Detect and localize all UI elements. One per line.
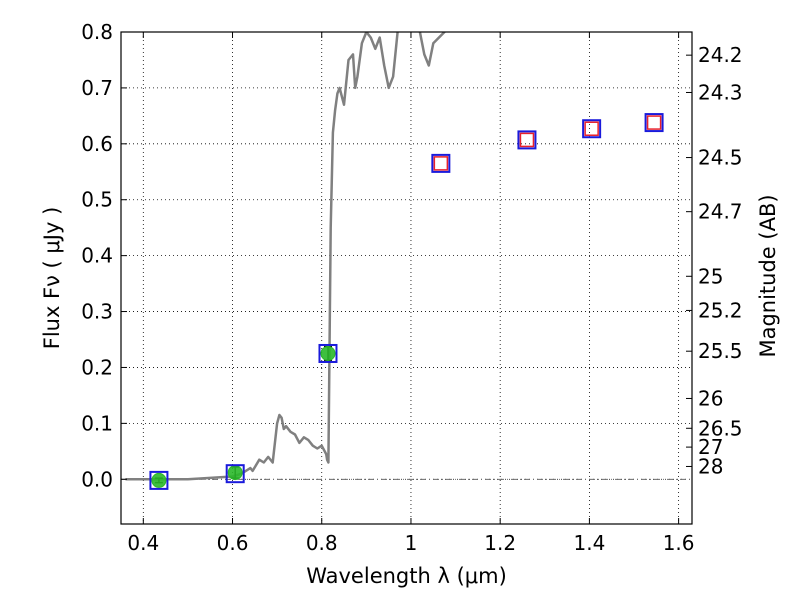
model-flux-inner-square bbox=[584, 121, 599, 136]
observed-flux-point bbox=[227, 465, 243, 481]
grid bbox=[121, 31, 692, 524]
sed-template-line bbox=[125, 32, 447, 481]
x-axis-title: Wavelength λ (μm) bbox=[306, 564, 507, 588]
magnitude-axis-title: Magnitude (AB) bbox=[756, 194, 780, 357]
model-flux-square bbox=[582, 119, 602, 139]
model-flux-inner-square bbox=[433, 156, 449, 171]
mag-tick-label: 24.3 bbox=[698, 80, 743, 104]
x-tick-label: 0.4 bbox=[127, 531, 159, 555]
mag-tick-label: 24.7 bbox=[698, 200, 743, 224]
mag-tick-label: 27 bbox=[698, 435, 723, 459]
mag-tick-label: 28 bbox=[698, 454, 723, 478]
x-tick-label: 0.6 bbox=[217, 531, 249, 555]
model-flux-square bbox=[644, 113, 664, 133]
y-tick-label: 0.6 bbox=[81, 132, 113, 156]
y-tick-label: 0.5 bbox=[81, 188, 113, 212]
x-tick-label: 0.8 bbox=[306, 531, 338, 555]
mag-tick-label: 24.5 bbox=[698, 146, 743, 170]
axes: 0.4 0.6 0.8 1 1.2 1.4 1.6 0.0 0.1 0.2 0.3 0.4 0.5 0.6… bbox=[40, 20, 780, 588]
x-tick-label: 1.2 bbox=[484, 531, 516, 555]
y-tick-label: 0.3 bbox=[81, 300, 113, 324]
mag-tick-label: 25.5 bbox=[698, 339, 743, 363]
mag-tick-label: 26.5 bbox=[698, 416, 743, 440]
observed-flux-point bbox=[151, 472, 167, 488]
model-flux-square bbox=[225, 464, 245, 484]
y-tick-label: 0.0 bbox=[81, 467, 113, 491]
y-tick-label: 0.2 bbox=[81, 355, 113, 379]
y-tick-label: 0.4 bbox=[81, 244, 113, 268]
y-tick-label: 0.1 bbox=[81, 411, 113, 435]
mag-tick-label: 26 bbox=[698, 386, 723, 410]
y-tick-label: 0.7 bbox=[81, 76, 113, 100]
mag-tick-label: 25 bbox=[698, 264, 723, 288]
model-flux-square bbox=[431, 153, 451, 173]
model-flux-inner-square bbox=[519, 132, 535, 148]
mag-tick-label: 25.2 bbox=[698, 298, 743, 322]
y-tick-label: 0.8 bbox=[81, 20, 113, 44]
model-flux-square bbox=[149, 470, 169, 490]
plot-frame bbox=[120, 31, 693, 525]
observed-flux-point bbox=[320, 345, 336, 361]
model-flux-square bbox=[517, 130, 537, 150]
x-tick-label: 1 bbox=[405, 531, 418, 555]
plot-area bbox=[121, 32, 692, 490]
mag-tick-label: 24.2 bbox=[698, 43, 743, 67]
model-flux-square bbox=[318, 343, 338, 363]
y-axis-title: Flux Fν ( μJy ) bbox=[40, 207, 64, 350]
x-tick-label: 1.4 bbox=[573, 531, 605, 555]
model-flux-inner-square bbox=[646, 115, 662, 130]
x-tick-label: 1.6 bbox=[663, 531, 695, 555]
